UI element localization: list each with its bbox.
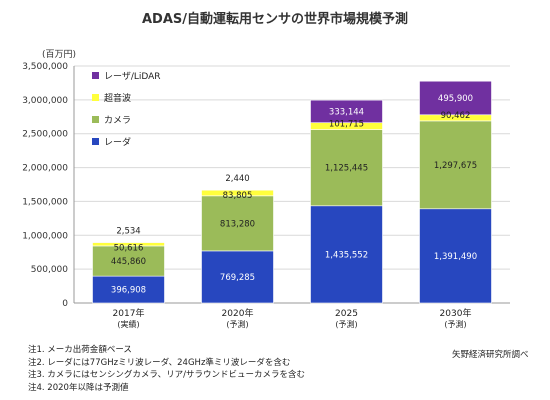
data-label: 445,860 [111, 257, 146, 267]
bar-segment [310, 205, 383, 304]
legend-label-camera: カメラ [104, 115, 132, 126]
legend-label-radar: レーダ [104, 137, 132, 148]
bar-segment [419, 208, 492, 304]
legend-item-ultrasonic: 超音波 [92, 86, 161, 108]
bar-segment [310, 129, 383, 207]
x-tick-label: 2017年 [113, 307, 145, 319]
y-tick-label: 3,500,000 [22, 62, 68, 72]
y-tick-label: 500,000 [31, 265, 68, 275]
unit-label: (百万円) [42, 50, 77, 60]
y-tick-label: 1,500,000 [22, 197, 68, 207]
bar-segment [92, 245, 165, 277]
chart-title: ADAS/自動運転用センサの世界市場規模予測 [141, 12, 409, 27]
data-label: 813,280 [220, 219, 255, 229]
footnotes: 注1. メーカ出荷金額ベース 注2. レーダには77GHzミリ波レーダ、24GH… [28, 344, 305, 394]
data-label: 769,285 [220, 273, 255, 283]
x-tick-label: 2020年 [222, 307, 254, 319]
y-tick-label: 3,000,000 [22, 96, 68, 106]
data-label: 1,391,490 [434, 252, 477, 262]
x-tick-sublabel: (予測) [226, 319, 248, 329]
chart-legend: レーザ/LiDAR 超音波 カメラ レーダ [92, 64, 161, 152]
legend-item-lidar: レーザ/LiDAR [92, 64, 161, 86]
bar-segment [419, 120, 492, 210]
data-label: 50,616 [114, 244, 144, 254]
data-label: 2,440 [225, 174, 249, 184]
data-label: 333,144 [329, 107, 364, 117]
y-tick-label: 2,000,000 [22, 164, 68, 174]
legend-item-radar: レーダ [92, 130, 161, 152]
data-label: 101,715 [329, 120, 364, 130]
source-credit: 矢野経済研究所調べ [452, 350, 529, 360]
footnote-4: 注4. 2020年以降は予測値 [28, 382, 129, 393]
legend-swatch-lidar [92, 71, 99, 79]
bar-segment [201, 250, 274, 304]
bar-segment [419, 80, 492, 116]
footnote-3: 注3. カメラにはセンシングカメラ、リア/サラウンドビューカメラを含む [28, 370, 306, 380]
data-label: 1,435,552 [325, 250, 368, 260]
y-tick-label: 1,000,000 [22, 231, 68, 241]
footnote-1: 注1. メーカ出荷金額ベース [28, 345, 132, 355]
y-tick-label: 0 [62, 299, 68, 309]
data-label: 83,805 [223, 191, 253, 201]
footnote-2: 注2. レーダには77GHzミリ波レーダ、24GHz準ミリ波レーダを含む [28, 357, 291, 368]
data-label: 90,462 [441, 111, 471, 121]
legend-label-ultrasonic: 超音波 [104, 93, 132, 104]
legend-swatch-camera [92, 115, 99, 123]
data-label: 1,125,445 [325, 164, 368, 174]
data-label: 2,534 [116, 226, 140, 236]
data-label: 396,908 [111, 286, 146, 296]
x-tick-sublabel: (予測) [444, 319, 466, 329]
x-tick-label: 2025 [335, 309, 358, 319]
bar-segment [201, 195, 274, 252]
data-label: 1,297,675 [434, 161, 477, 171]
data-label: 495,900 [438, 94, 473, 104]
legend-label-lidar: レーザ/LiDAR [104, 71, 161, 82]
x-tick-label: 2030年 [440, 307, 472, 319]
legend-swatch-ultrasonic [92, 93, 99, 101]
y-tick-label: 2,500,000 [22, 130, 68, 140]
legend-item-camera: カメラ [92, 108, 161, 130]
legend-swatch-radar [92, 137, 99, 145]
bar-segment [310, 99, 383, 123]
x-tick-sublabel: (実績) [117, 319, 139, 329]
bar-segment [92, 275, 165, 304]
x-tick-sublabel: (予測) [335, 319, 357, 329]
